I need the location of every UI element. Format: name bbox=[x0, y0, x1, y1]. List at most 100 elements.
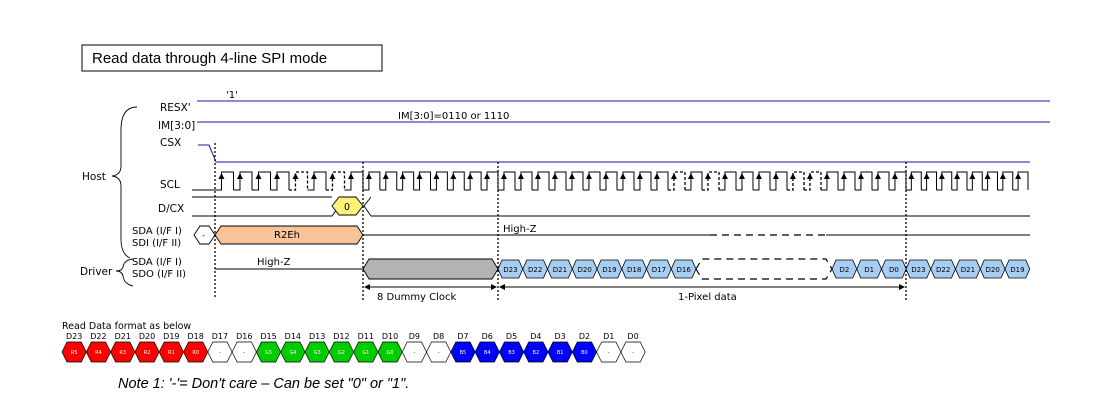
host-sda-highz: High-Z bbox=[503, 224, 537, 235]
scl-pulse bbox=[906, 171, 922, 191]
scl-rising-edge-arrow bbox=[954, 173, 961, 179]
scl-pulse bbox=[464, 171, 482, 191]
csx-label: CSX bbox=[160, 137, 181, 149]
scl-rising-edge-arrow bbox=[670, 173, 677, 179]
format-bit-name: D19 bbox=[163, 332, 179, 341]
driver-data-bit-label: D2 bbox=[839, 266, 849, 274]
scl-rising-edge-arrow bbox=[534, 173, 541, 179]
format-bit-code: G3 bbox=[314, 350, 321, 356]
format-bit-name: D6 bbox=[482, 332, 493, 341]
driver-data-bit-label: D23 bbox=[911, 266, 925, 274]
format-bit-name: D11 bbox=[358, 332, 374, 341]
format-bit-code: G4 bbox=[289, 350, 296, 356]
driver-data-bit-label: D19 bbox=[602, 266, 616, 274]
scl-rising-edge-arrow bbox=[484, 173, 491, 179]
dummy-clock-cell bbox=[362, 258, 499, 280]
im-label: IM[3:0] bbox=[158, 120, 195, 132]
scl-pulse bbox=[532, 171, 550, 191]
scl-pulse bbox=[855, 171, 873, 191]
scl-rising-edge-arrow bbox=[823, 173, 830, 179]
scl-rising-edge-arrow bbox=[619, 173, 626, 179]
scl-wave bbox=[192, 171, 1029, 191]
scl-pulse bbox=[233, 171, 253, 191]
scl-pulse bbox=[634, 171, 652, 191]
scl-rising-edge-arrow bbox=[602, 173, 609, 179]
scl-rising-edge-arrow bbox=[857, 173, 864, 179]
command-value: R2Eh bbox=[274, 230, 300, 241]
format-bit-name: D23 bbox=[66, 332, 82, 341]
scl-pulse bbox=[685, 171, 703, 191]
scl-pulse bbox=[951, 171, 968, 191]
driver-data-bit-label: D19 bbox=[1010, 266, 1024, 274]
host-sda-label-2: SDI (I/F II) bbox=[132, 238, 181, 249]
format-bit-code: R0 bbox=[192, 350, 199, 356]
scl-pulse bbox=[270, 171, 290, 191]
scl-rising-edge-arrow bbox=[891, 173, 898, 179]
pixel-arrow-head-left bbox=[499, 284, 505, 290]
scl-pulse bbox=[600, 171, 618, 191]
scl-rising-edge-arrow bbox=[382, 173, 389, 179]
scl-rising-edge-arrow bbox=[721, 173, 728, 179]
driver-data-bit-label: D1 bbox=[864, 266, 874, 274]
scl-pulse bbox=[1012, 171, 1029, 191]
driver-data-bit-label: D0 bbox=[889, 266, 899, 274]
pixel-arrow-head-right bbox=[899, 284, 905, 290]
scl-pulse bbox=[215, 171, 234, 191]
scl-pulse bbox=[967, 171, 983, 191]
scl-pulse bbox=[736, 171, 754, 191]
format-bit-name: D2 bbox=[579, 332, 590, 341]
dcx-wave-cross bbox=[363, 205, 372, 217]
format-bit-code: B4 bbox=[484, 350, 491, 356]
format-bit-code: G0 bbox=[387, 350, 394, 356]
format-bit-code: - bbox=[438, 350, 440, 356]
host-label: Host bbox=[82, 171, 106, 183]
format-bit-name: D16 bbox=[236, 332, 252, 341]
format-bit-code: - bbox=[632, 350, 634, 356]
scl-rising-edge-arrow bbox=[551, 173, 558, 179]
scl-rising-edge-arrow bbox=[236, 173, 243, 179]
format-bit-name: D18 bbox=[187, 332, 203, 341]
driver-label: Driver bbox=[80, 266, 113, 278]
dummy-arrow-head-right bbox=[491, 284, 497, 290]
scl-rising-edge-arrow bbox=[399, 173, 406, 179]
format-bit-code: - bbox=[413, 350, 415, 356]
scl-rising-edge-arrow bbox=[517, 173, 524, 179]
driver-data-bit-label: D23 bbox=[503, 266, 517, 274]
scl-pulse bbox=[889, 171, 907, 191]
scl-rising-edge-arrow bbox=[585, 173, 592, 179]
scl-rising-edge-arrow bbox=[704, 173, 711, 179]
resx-label: RESX' bbox=[160, 102, 191, 114]
driver-data-bit-label: D22 bbox=[936, 266, 950, 274]
format-bit-name: D4 bbox=[530, 332, 541, 341]
scl-rising-edge-arrow bbox=[923, 173, 930, 179]
format-bit-code: R1 bbox=[168, 350, 175, 356]
scl-rising-edge-arrow bbox=[789, 173, 796, 179]
format-bit-name: D10 bbox=[382, 332, 398, 341]
scl-label: SCL bbox=[160, 179, 180, 191]
scl-pulse bbox=[498, 171, 516, 191]
scl-pulse bbox=[804, 171, 822, 191]
scl-pulse bbox=[838, 171, 856, 191]
scl-pulse bbox=[413, 171, 431, 191]
format-bit-code: B5 bbox=[460, 350, 467, 356]
scl-rising-edge-arrow bbox=[636, 173, 643, 179]
scl-rising-edge-arrow bbox=[568, 173, 575, 179]
scl-pulse bbox=[307, 171, 327, 191]
format-bit-code: R3 bbox=[119, 350, 126, 356]
driver-sda-label-1: SDA (I/F I) bbox=[132, 257, 182, 268]
driver-data-bit-label: D18 bbox=[627, 266, 641, 274]
format-bit-code: G1 bbox=[362, 350, 369, 356]
format-bit-name: D14 bbox=[285, 332, 301, 341]
scl-pulse bbox=[566, 171, 584, 191]
scl-pulse bbox=[821, 171, 839, 191]
scl-pulse bbox=[289, 171, 309, 191]
scl-pulse bbox=[344, 171, 364, 191]
scl-rising-edge-arrow bbox=[984, 173, 991, 179]
scl-rising-edge-arrow bbox=[1015, 173, 1022, 179]
driver-data-bit-label: D16 bbox=[676, 266, 691, 274]
scl-pulse bbox=[651, 171, 669, 191]
dummy-arrow-head-left bbox=[364, 284, 370, 290]
scl-rising-edge-arrow bbox=[969, 173, 976, 179]
format-bit-code: R5 bbox=[71, 350, 78, 356]
